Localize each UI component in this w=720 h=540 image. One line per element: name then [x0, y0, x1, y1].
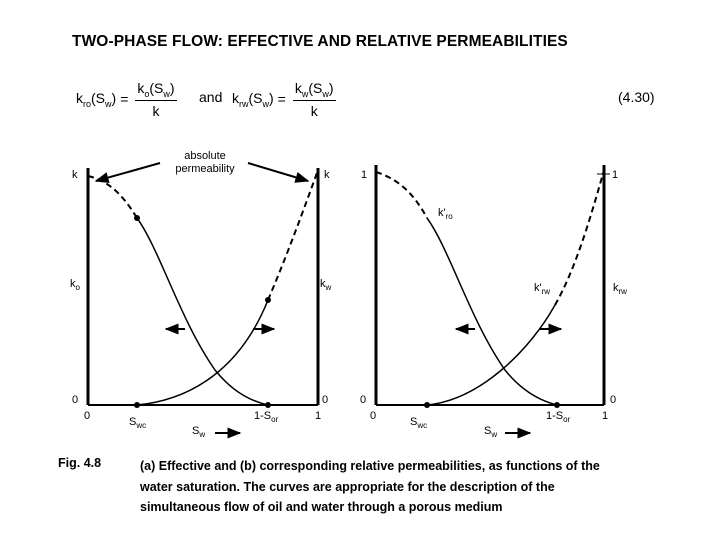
diagram-a-annotation-line2: permeability [175, 163, 235, 175]
diagram-b-x-zero: 0 [370, 410, 376, 422]
diagram-a-y-left-zero: 0 [72, 394, 78, 406]
equation-and: and [199, 89, 223, 105]
diagram-b-y-right-mid: krw [613, 282, 627, 296]
figure-caption: (a) Effective and (b) corresponding rela… [140, 456, 660, 518]
diagram-b-krw-dashed-curve [554, 169, 605, 306]
fraction-kw-over-k: kw(Sw) k [292, 80, 336, 119]
diagram-b-x-one: 1 [602, 410, 608, 422]
diagram-b-point-sor [554, 402, 560, 408]
caption-line: water saturation. The curves are appropr… [140, 479, 555, 494]
kro-symbol: kro(Sw) [76, 90, 117, 109]
diagram-b-point-swc [424, 402, 430, 408]
diagram-b-kro-label: k'ro [438, 207, 453, 221]
diagram-a-kw-label: kw [320, 278, 332, 292]
diagram-a-ko-dashed-curve [87, 175, 138, 219]
diagram-a-ko-label: ko [70, 278, 81, 292]
diagram-b-y-left-top: 1 [361, 169, 367, 181]
caption-line: (a) Effective and (b) corresponding rela… [140, 459, 600, 473]
diagram-b-x-swc: Swc [410, 416, 427, 430]
figure-label: Fig. 4.8 [58, 456, 102, 470]
diagram-a-x-axis-label: Sw [192, 425, 205, 439]
diagram-a-y-right-zero: 0 [322, 394, 328, 406]
diagram-a-ko-curve [136, 217, 269, 406]
fraction-ko-over-k: ko(Sw) k [135, 80, 177, 119]
equation-kro: kro(Sw) = ko(Sw) k [76, 80, 180, 119]
diagram-a-x-sor: 1-Sor [254, 410, 279, 424]
diagram-a-kw-curve [136, 299, 269, 406]
diagram-b-x-axis-label: Sw [484, 425, 497, 439]
diagram-a-x-one: 1 [315, 410, 321, 422]
diagram-a-y-left-top: k [72, 169, 78, 181]
diagram-b-labels: 1 1 k'ro k'rw krw 0 0 0 1 Swc 1-Sor Sw [360, 169, 627, 439]
diagram-a-x-swc: Swc [129, 416, 146, 430]
diagram-a-annotation-line1: absolute [184, 150, 226, 162]
diagram-b-x-sor: 1-Sor [546, 410, 571, 424]
equals-sign: = [277, 91, 286, 108]
diagram-a-effective-permeability [86, 162, 320, 439]
diagram-b-relative-permeability [374, 165, 610, 439]
diagram-a-labels: absolute permeability k k ko kw 0 0 0 1 … [70, 150, 332, 439]
diagram-a-annotation-arrow-right [247, 162, 310, 183]
diagram-a-point-swc [134, 402, 140, 408]
diagram-a-kw-dashed-curve [267, 169, 319, 301]
diagram-a-point-ko-end [134, 215, 140, 221]
caption-line: simultaneous flow of oil and water throu… [140, 500, 503, 514]
diagram-b-y-left-zero: 0 [360, 394, 366, 406]
page-title: TWO-PHASE FLOW: EFFECTIVE AND RELATIVE P… [72, 33, 568, 50]
diagram-b-kro-dashed-curve [375, 171, 428, 219]
diagram-b-kro-curve [426, 217, 558, 406]
diagram-b-y-right-zero: 0 [610, 394, 616, 406]
diagram-a-point-kw-end [265, 297, 271, 303]
diagram-a-x-zero: 0 [84, 410, 90, 422]
krw-symbol: krw(Sw) [232, 90, 274, 109]
equation-krw: krw(Sw) = kw(Sw) k [232, 80, 339, 119]
equation-number: (4.30) [618, 89, 655, 105]
equals-sign: = [120, 91, 129, 108]
diagram-a-point-sor [265, 402, 271, 408]
diagram-b-y-right-top: 1 [612, 169, 618, 181]
diagram-b-krw-curve [426, 304, 556, 406]
diagram-a-y-right-top: k [324, 169, 330, 181]
diagram-b-krw-curve-label: k'rw [534, 282, 550, 296]
diagram-a-annotation-arrow-left [94, 162, 161, 183]
